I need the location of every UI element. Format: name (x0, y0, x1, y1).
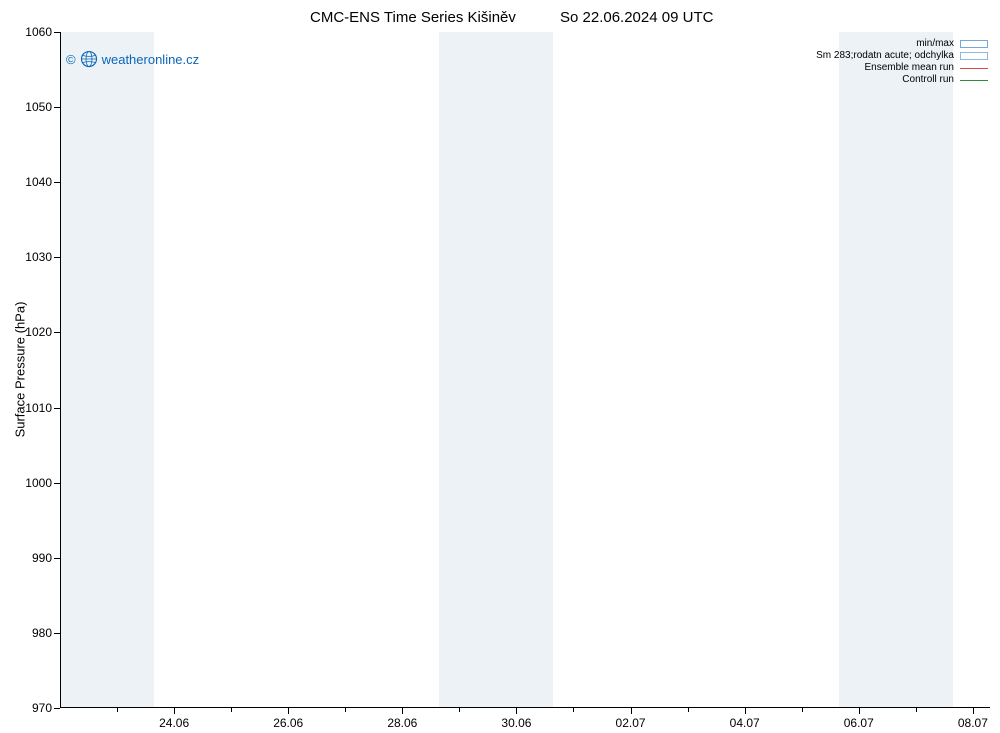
y-tick-mark (54, 558, 60, 559)
weekend-band (439, 32, 496, 707)
globe-icon (80, 50, 98, 68)
weekend-band (839, 32, 896, 707)
plot-area (60, 32, 990, 708)
weekend-band (97, 32, 154, 707)
x-minor-tick (916, 708, 917, 712)
y-tick-label: 1060 (12, 25, 52, 39)
x-tick-label: 02.07 (601, 716, 661, 730)
pressure-chart: CMC-ENS Time Series Kišiněv So 22.06.202… (0, 0, 1000, 733)
weekend-band (496, 32, 553, 707)
x-tick-mark (859, 708, 860, 714)
y-tick-mark (54, 182, 60, 183)
y-tick-label: 1040 (12, 175, 52, 189)
legend-label: min/max (916, 38, 954, 50)
y-tick-label: 970 (12, 701, 52, 715)
chart-legend: min/maxSm 283;rodatn acute; odchylkaEnse… (816, 38, 988, 86)
x-tick-label: 04.07 (715, 716, 775, 730)
x-tick-mark (973, 708, 974, 714)
y-tick-mark (54, 32, 60, 33)
x-tick-mark (174, 708, 175, 714)
legend-swatch (960, 40, 988, 48)
watermark-text: weatheronline.cz (102, 52, 200, 67)
x-tick-label: 24.06 (144, 716, 204, 730)
y-tick-mark (54, 633, 60, 634)
legend-label: Controll run (902, 74, 954, 86)
x-minor-tick (802, 708, 803, 712)
legend-item: Controll run (816, 74, 988, 86)
chart-title-left: CMC-ENS Time Series Kišiněv (310, 9, 516, 26)
y-tick-mark (54, 408, 60, 409)
weekend-band (61, 32, 97, 707)
y-tick-mark (54, 257, 60, 258)
y-tick-mark (54, 483, 60, 484)
legend-item: Ensemble mean run (816, 62, 988, 74)
x-minor-tick (117, 708, 118, 712)
legend-swatch (960, 80, 988, 81)
y-tick-label: 980 (12, 626, 52, 640)
x-tick-label: 30.06 (486, 716, 546, 730)
y-tick-label: 1020 (12, 325, 52, 339)
x-tick-mark (631, 708, 632, 714)
x-tick-label: 26.06 (258, 716, 318, 730)
y-tick-label: 990 (12, 551, 52, 565)
y-axis-label: Surface Pressure (hPa) (13, 290, 28, 450)
weekend-band (896, 32, 953, 707)
y-tick-label: 1010 (12, 401, 52, 415)
x-tick-mark (402, 708, 403, 714)
y-tick-label: 1050 (12, 100, 52, 114)
x-minor-tick (231, 708, 232, 712)
y-tick-mark (54, 708, 60, 709)
x-minor-tick (573, 708, 574, 712)
legend-label: Sm 283;rodatn acute; odchylka (816, 50, 954, 62)
x-minor-tick (459, 708, 460, 712)
legend-swatch (960, 52, 988, 60)
x-minor-tick (345, 708, 346, 712)
legend-label: Ensemble mean run (865, 62, 955, 74)
x-tick-mark (516, 708, 517, 714)
y-tick-mark (54, 107, 60, 108)
y-tick-mark (54, 332, 60, 333)
legend-item: min/max (816, 38, 988, 50)
x-minor-tick (688, 708, 689, 712)
x-tick-mark (745, 708, 746, 714)
copyright-symbol: © (66, 52, 76, 67)
x-tick-label: 08.07 (943, 716, 1000, 730)
x-tick-mark (288, 708, 289, 714)
legend-item: Sm 283;rodatn acute; odchylka (816, 50, 988, 62)
y-tick-label: 1030 (12, 250, 52, 264)
watermark: © weatheronline.cz (66, 50, 199, 68)
chart-title-right: So 22.06.2024 09 UTC (560, 9, 713, 26)
x-tick-label: 06.07 (829, 716, 889, 730)
y-tick-label: 1000 (12, 476, 52, 490)
legend-swatch (960, 68, 988, 69)
x-tick-label: 28.06 (372, 716, 432, 730)
